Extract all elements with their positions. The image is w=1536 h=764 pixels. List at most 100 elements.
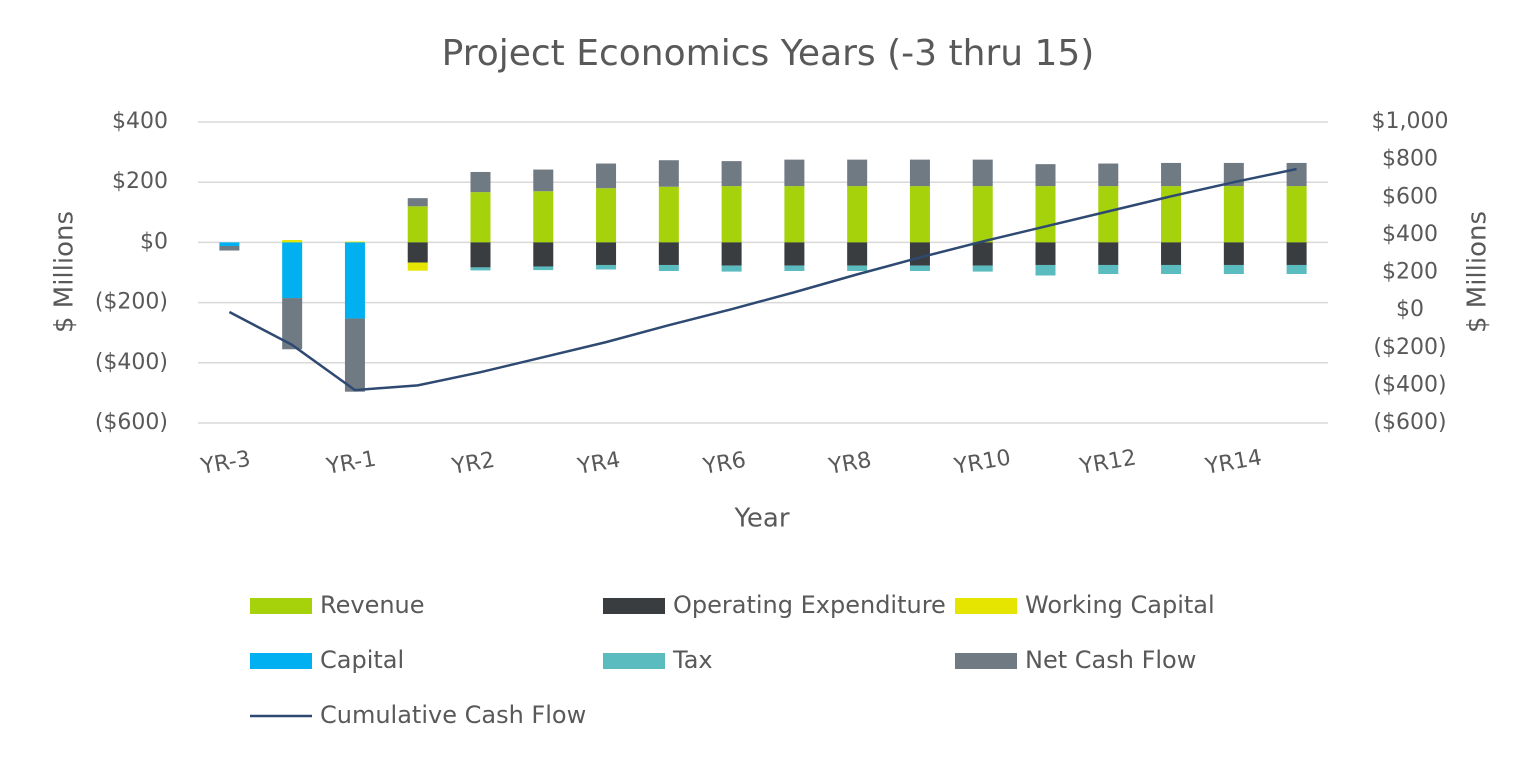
bar-segment: [344, 242, 365, 319]
bar-segment: [1098, 242, 1119, 265]
bar-segment: [1098, 264, 1119, 275]
bar-segment: [972, 265, 993, 272]
x-tick-label: YR14: [1203, 445, 1264, 480]
y2-tick-label: $800: [1382, 147, 1438, 172]
bar-segment: [909, 159, 930, 187]
bar-segment: [658, 186, 679, 243]
bar-segment: [407, 262, 428, 271]
y2-tick-label: ($600): [1373, 410, 1446, 435]
legend-swatch: [250, 653, 312, 669]
bar-segment: [972, 159, 993, 187]
y-tick-label: ($600): [95, 410, 168, 435]
legend-label: Operating Expenditure: [673, 591, 946, 619]
bar-segment: [1286, 162, 1307, 187]
bar-segment: [596, 163, 617, 189]
bar-segment: [596, 188, 617, 243]
bar-segment: [1161, 162, 1182, 187]
bar-segment: [784, 265, 805, 271]
bar-segment: [282, 239, 303, 243]
x-tick-label: YR-3: [198, 447, 252, 480]
bar-segment: [658, 160, 679, 187]
bar-segment: [1286, 242, 1307, 265]
bar-segment: [533, 242, 554, 267]
bar-segment: [1223, 242, 1244, 265]
bar-segment: [1161, 264, 1182, 275]
bar-segment: [658, 264, 679, 271]
bar-segment: [847, 265, 868, 271]
bar-segment: [470, 242, 491, 268]
bar-segment: [909, 242, 930, 266]
bar-segment: [219, 242, 240, 247]
bar-segment: [1161, 186, 1182, 243]
chart-title: Project Economics Years (-3 thru 15): [442, 33, 1095, 74]
bar-segment: [784, 186, 805, 243]
legend-swatch: [603, 598, 665, 614]
legend-label: Cumulative Cash Flow: [320, 701, 586, 729]
bar-segment: [282, 242, 303, 299]
y-axis-title: $ Millions: [50, 211, 80, 333]
bar-segment: [1035, 164, 1056, 187]
y-tick-label: ($400): [95, 350, 168, 375]
bar-segment: [533, 266, 554, 271]
legend-swatch: [955, 653, 1017, 669]
legend-label: Capital: [320, 646, 404, 674]
y-tick-label: $200: [112, 169, 168, 194]
bar-segment: [1098, 186, 1119, 243]
bar-segment: [407, 206, 428, 243]
x-tick-label: YR4: [575, 448, 622, 480]
bar-segment: [407, 242, 428, 263]
bar-segment: [219, 246, 240, 251]
line: [228, 167, 1297, 392]
bar-segment: [721, 242, 742, 266]
y2-tick-label: $1,000: [1372, 109, 1449, 134]
bar-segment: [909, 186, 930, 243]
bar-segment: [721, 161, 742, 187]
y2-tick-label: ($200): [1373, 335, 1446, 360]
y2-tick-label: $0: [1396, 297, 1424, 322]
bar-segment: [344, 318, 365, 392]
y2-tick-label: $200: [1382, 260, 1438, 285]
x-tick-label: YR6: [700, 448, 747, 480]
bar-segment: [1223, 186, 1244, 243]
bar-segment: [533, 191, 554, 243]
bar-segment: [909, 265, 930, 271]
bar-segment: [344, 241, 365, 243]
y2-axis-title: $ Millions: [1463, 211, 1493, 333]
legend-label: Net Cash Flow: [1025, 646, 1196, 674]
x-tick-label: YR8: [826, 448, 873, 480]
x-tick-label: YR-1: [324, 447, 378, 480]
legend-swatch: [955, 598, 1017, 614]
bar-segment: [470, 267, 491, 271]
y-tick-label: $0: [140, 229, 168, 254]
legend-label: Tax: [672, 646, 713, 674]
legend-label: Revenue: [320, 591, 425, 619]
bar-segment: [596, 264, 617, 270]
y2-tick-label: ($400): [1373, 372, 1446, 397]
legend-label: Working Capital: [1025, 591, 1215, 619]
bar-segment: [470, 171, 491, 193]
bar-segment: [847, 186, 868, 243]
bar-segment: [596, 242, 617, 265]
bar-segment: [1223, 264, 1244, 275]
y2-tick-label: $600: [1382, 184, 1438, 209]
legend-swatch: [250, 598, 312, 614]
bar-segment: [1035, 242, 1056, 265]
bar-segment: [407, 198, 428, 207]
bar-segment: [658, 242, 679, 265]
legend-swatch: [603, 653, 665, 669]
bar-segment: [282, 298, 303, 350]
y2-tick-label: $400: [1382, 222, 1438, 247]
x-tick-label: YR2: [449, 448, 496, 480]
bar-segment: [721, 265, 742, 272]
bar-segment: [784, 242, 805, 266]
y-tick-label: $400: [112, 109, 168, 134]
bar-segment: [1035, 264, 1056, 276]
bar-segment: [721, 186, 742, 243]
x-tick-label: YR12: [1077, 445, 1138, 480]
bar-segment: [1035, 186, 1056, 243]
bar-segment: [1286, 186, 1307, 243]
bar-segment: [972, 186, 993, 243]
bar-segment: [847, 159, 868, 187]
bar-segment: [1286, 264, 1307, 275]
